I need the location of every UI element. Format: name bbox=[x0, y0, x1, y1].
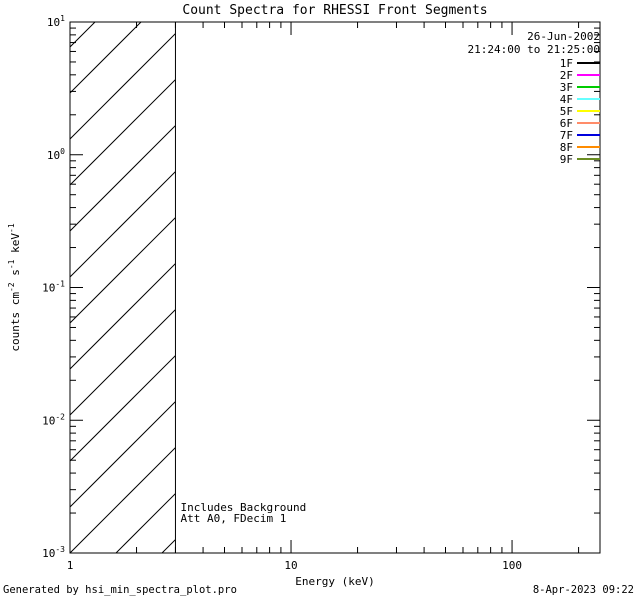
legend-entry-label: 9F bbox=[560, 153, 573, 166]
generated-by-text: Generated by hsi_min_spectra_plot.pro bbox=[3, 584, 237, 596]
annotation-text: Includes Background bbox=[180, 501, 306, 514]
y-tick-label: 10-1 bbox=[42, 280, 65, 295]
y-axis-label: counts cm-2 s-1 keV-1 bbox=[7, 223, 22, 351]
y-axis-tick-labels: 101 100 10-1 10-2 10-3 bbox=[42, 14, 65, 560]
x-axis-tick-labels: 1 10 100 bbox=[67, 559, 522, 572]
y-tick-label: 10-3 bbox=[42, 545, 65, 560]
chart-title: Count Spectra for RHESSI Front Segments bbox=[182, 3, 488, 18]
legend-entry-label: 6F bbox=[560, 117, 573, 130]
annotation-text: Att A0, FDecim 1 bbox=[180, 512, 286, 525]
legend-time-range: 21:24:00 to 21:25:00 bbox=[468, 43, 600, 56]
y-tick-label: 101 bbox=[47, 14, 65, 29]
legend-entry-label: 8F bbox=[560, 141, 573, 154]
y-tick-label: 10-2 bbox=[42, 412, 65, 427]
x-axis-label: Energy (keV) bbox=[295, 575, 374, 588]
legend-entry-label: 4F bbox=[560, 93, 573, 106]
legend-entry-label: 1F bbox=[560, 57, 573, 70]
y-tick-label: 100 bbox=[47, 147, 65, 162]
render-timestamp: 8-Apr-2023 09:22 bbox=[532, 584, 634, 596]
legend-entry-label: 2F bbox=[560, 69, 573, 82]
x-tick-label: 100 bbox=[502, 559, 522, 572]
x-tick-label: 1 bbox=[67, 559, 74, 572]
legend-entry-label: 7F bbox=[560, 129, 573, 142]
legend-entry-label: 5F bbox=[560, 105, 573, 118]
y-axis-ticks bbox=[70, 21, 600, 554]
hatch-region bbox=[70, 22, 176, 553]
legend-entry-label: 3F bbox=[560, 81, 573, 94]
x-tick-label: 10 bbox=[284, 559, 297, 572]
x-axis-ticks bbox=[69, 22, 580, 553]
legend-date: 26-Jun-2002 bbox=[527, 30, 600, 43]
